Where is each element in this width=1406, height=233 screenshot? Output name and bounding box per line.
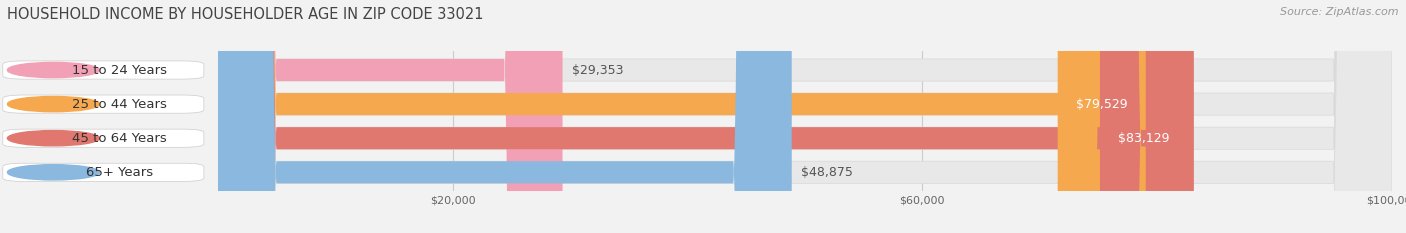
FancyBboxPatch shape bbox=[218, 0, 1392, 233]
FancyBboxPatch shape bbox=[218, 0, 1392, 233]
FancyBboxPatch shape bbox=[218, 0, 1152, 233]
Text: $48,875: $48,875 bbox=[801, 166, 853, 179]
FancyBboxPatch shape bbox=[218, 0, 1392, 233]
Text: 65+ Years: 65+ Years bbox=[86, 166, 153, 179]
FancyBboxPatch shape bbox=[218, 0, 562, 233]
FancyBboxPatch shape bbox=[218, 0, 1392, 233]
FancyBboxPatch shape bbox=[218, 0, 1194, 233]
Text: $83,129: $83,129 bbox=[1118, 132, 1170, 145]
Text: Source: ZipAtlas.com: Source: ZipAtlas.com bbox=[1281, 7, 1399, 17]
FancyBboxPatch shape bbox=[1099, 0, 1188, 233]
Text: 45 to 64 Years: 45 to 64 Years bbox=[72, 132, 167, 145]
Text: $29,353: $29,353 bbox=[572, 64, 623, 76]
Text: 25 to 44 Years: 25 to 44 Years bbox=[72, 98, 167, 111]
Text: 15 to 24 Years: 15 to 24 Years bbox=[72, 64, 167, 76]
FancyBboxPatch shape bbox=[1057, 0, 1146, 233]
FancyBboxPatch shape bbox=[218, 0, 792, 233]
Text: HOUSEHOLD INCOME BY HOUSEHOLDER AGE IN ZIP CODE 33021: HOUSEHOLD INCOME BY HOUSEHOLDER AGE IN Z… bbox=[7, 7, 484, 22]
Text: $79,529: $79,529 bbox=[1076, 98, 1128, 111]
